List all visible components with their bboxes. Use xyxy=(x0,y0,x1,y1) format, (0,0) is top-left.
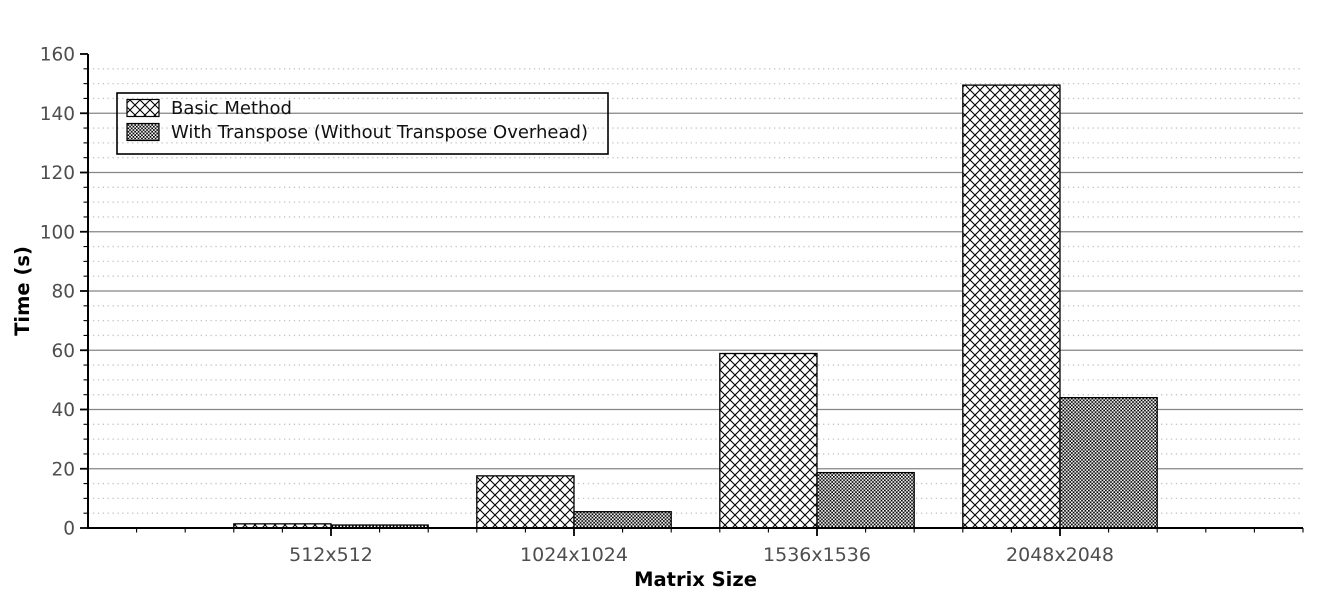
bar-checker-1536x1536 xyxy=(816,471,915,529)
y-tick-label: 140 xyxy=(40,104,75,125)
y-axis-title: Time (s) xyxy=(11,246,34,336)
y-tick-label: 80 xyxy=(51,282,75,303)
bar-crosshatch-2048x2048 xyxy=(962,84,1061,529)
legend-swatch-checker-icon xyxy=(126,122,160,142)
y-tick-label: 60 xyxy=(51,341,75,362)
bar-crosshatch-1536x1536 xyxy=(719,352,818,529)
x-axis-title: Matrix Size xyxy=(634,568,757,591)
bar-checker-1024x1024 xyxy=(573,511,672,529)
y-tick-label: 120 xyxy=(40,163,75,184)
bar-crosshatch-1024x1024 xyxy=(476,475,575,529)
y-tick-label: 40 xyxy=(51,400,75,421)
legend-label: Basic Method xyxy=(171,98,292,119)
x-tick-label: 1536x1536 xyxy=(763,544,871,566)
y-tick-label: 100 xyxy=(40,222,75,243)
x-tick-label: 2048x2048 xyxy=(1006,544,1114,566)
legend-label: With Transpose (Without Transpose Overhe… xyxy=(171,122,588,143)
y-tick-label: 160 xyxy=(40,45,75,66)
bar-checker-2048x2048 xyxy=(1059,396,1158,529)
legend: Basic Method With Transpose (Without Tran… xyxy=(116,92,609,155)
x-tick-label: 1024x1024 xyxy=(520,544,628,566)
legend-swatch-crosshatch-icon xyxy=(126,98,160,118)
y-tick-label: 20 xyxy=(51,459,75,480)
y-tick-label: 0 xyxy=(63,519,75,540)
x-tick-label: 512x512 xyxy=(289,544,373,566)
legend-border xyxy=(116,92,609,155)
